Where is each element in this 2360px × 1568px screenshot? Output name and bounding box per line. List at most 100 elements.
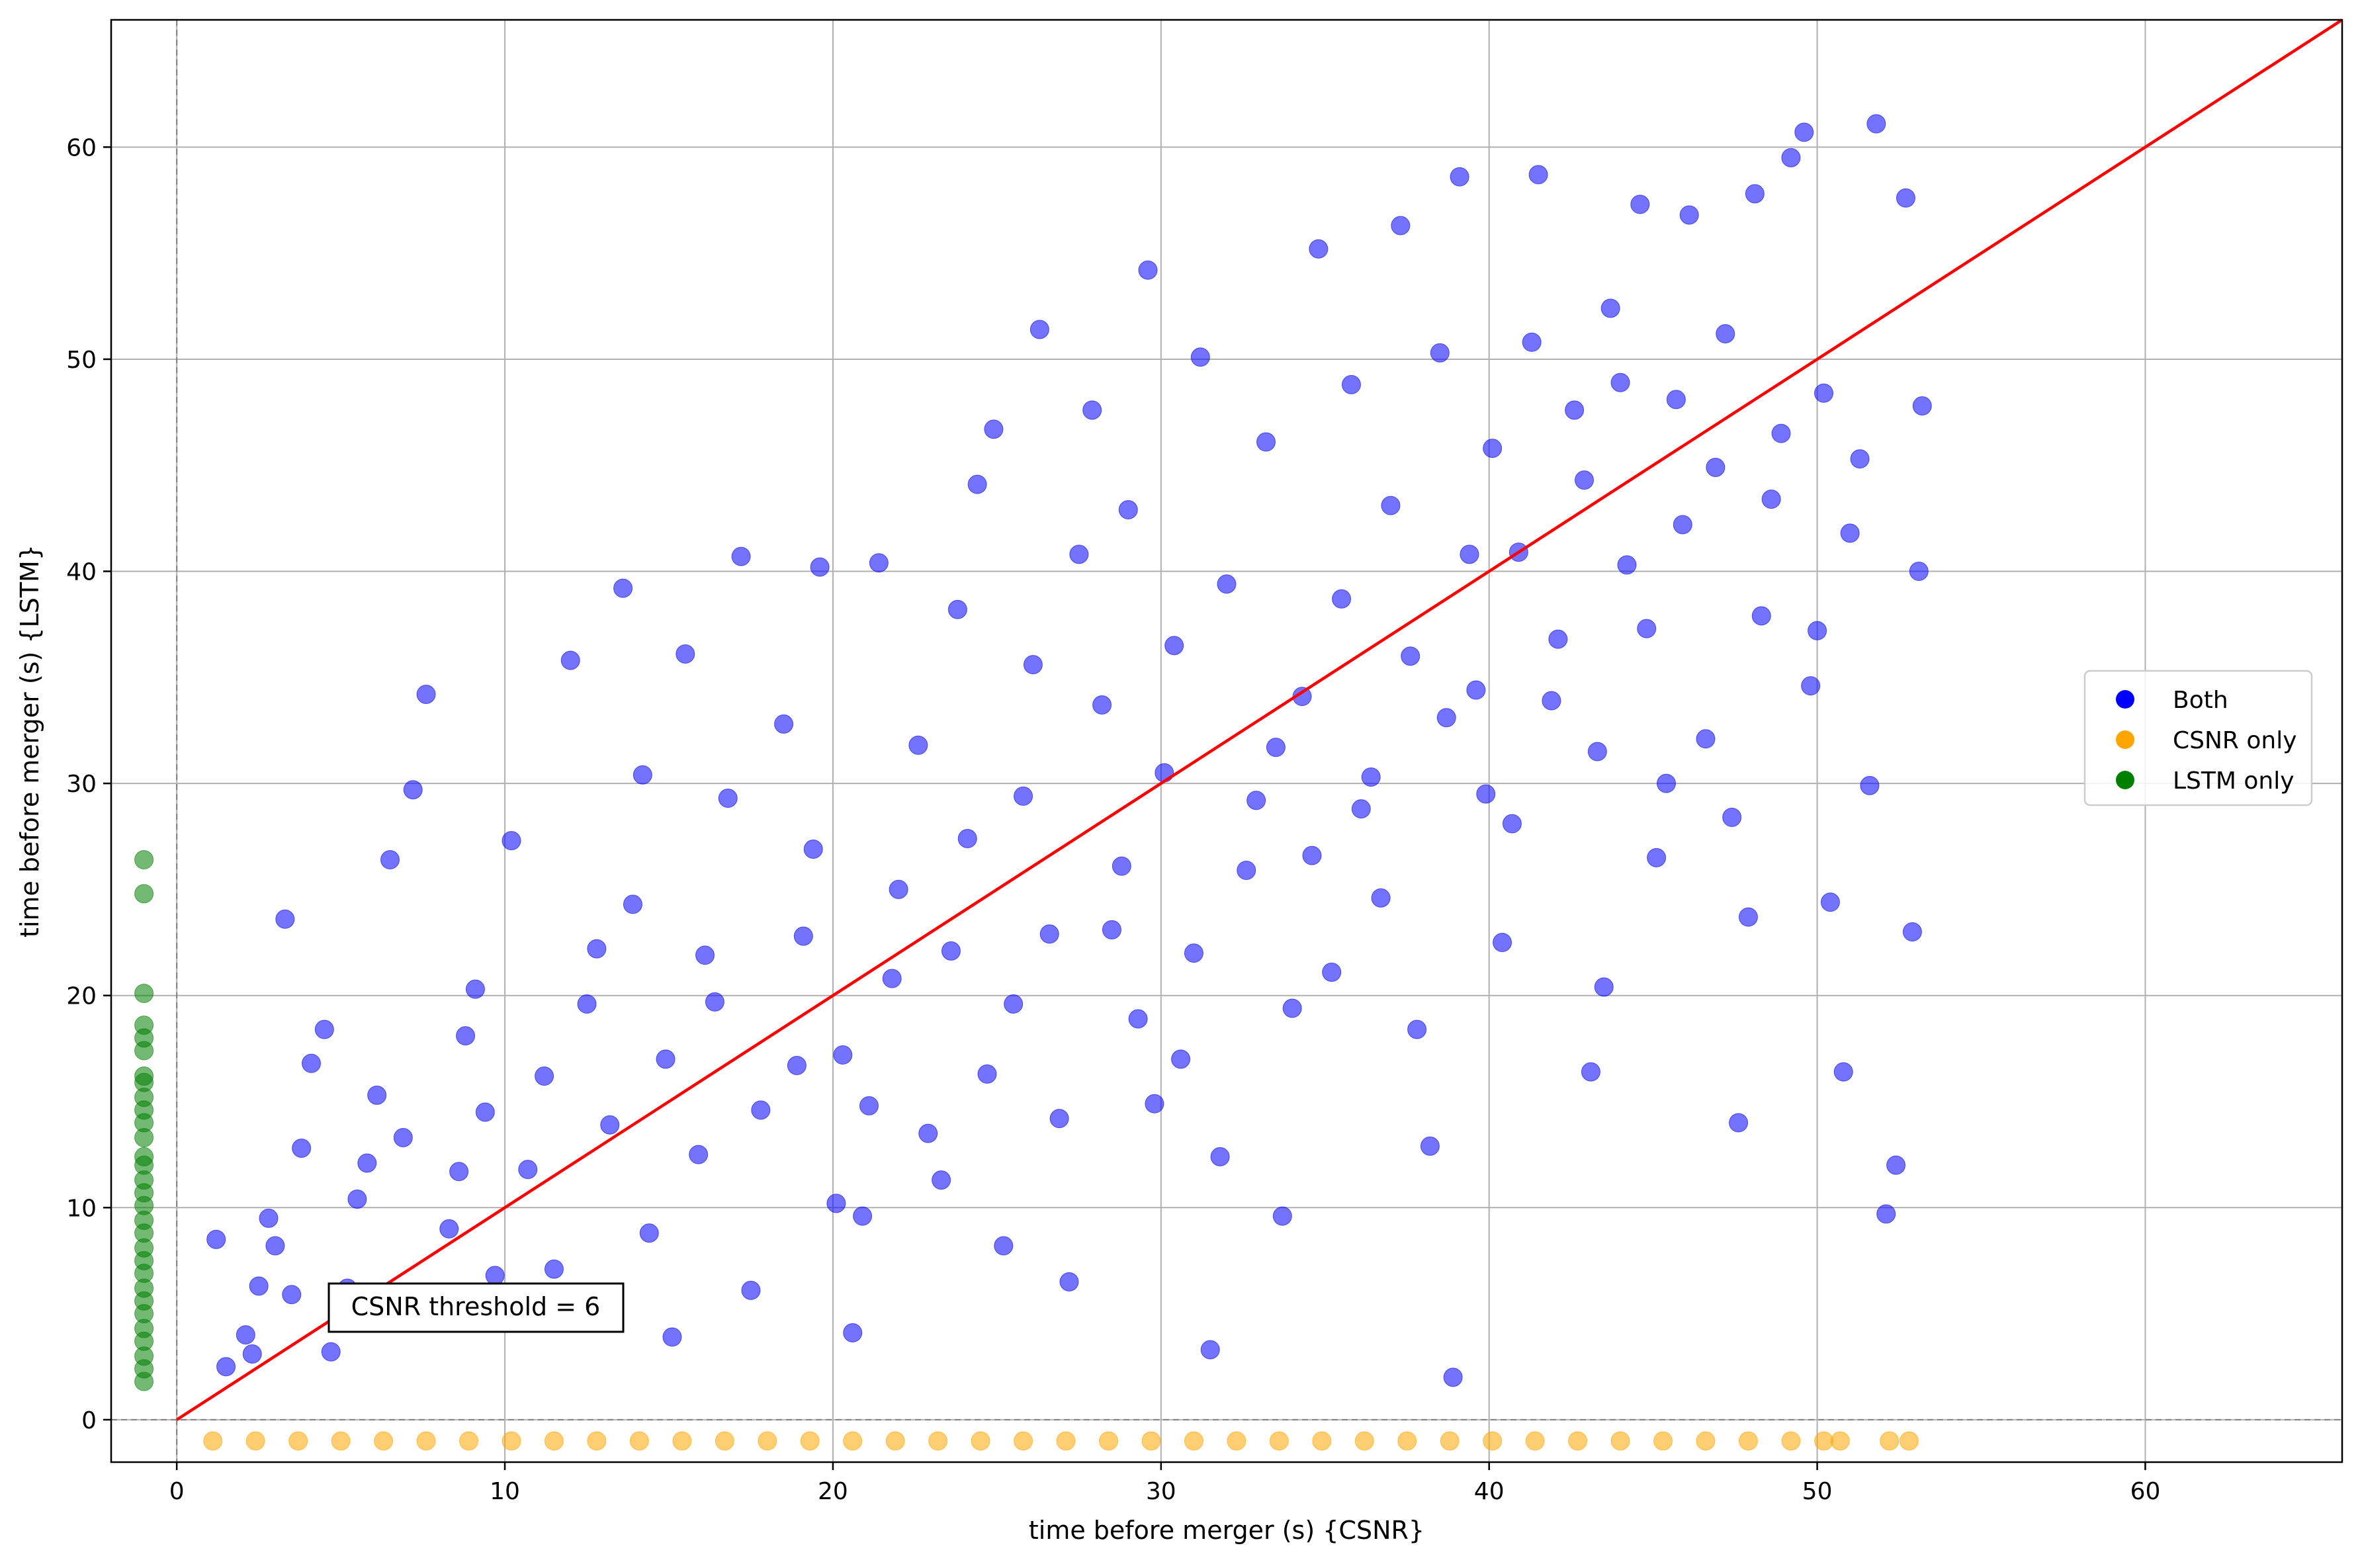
point-both [1761,490,1781,509]
point-both [1272,1206,1292,1226]
point-csnr-only [459,1431,479,1451]
point-both [1522,332,1542,352]
point-csnr-only [416,1431,436,1451]
point-both [932,1170,951,1190]
point-both [633,765,652,785]
point-both [908,735,928,755]
point-both [1164,636,1184,656]
point-both [1647,848,1667,867]
point-both [705,992,724,1012]
point-both [1502,814,1522,834]
point-both [1138,260,1158,280]
point-both [1351,799,1371,819]
point-csnr-only [672,1431,692,1451]
point-both [882,969,902,988]
point-csnr-only [1653,1431,1673,1451]
point-both [465,979,485,999]
point-both [475,1102,495,1122]
point-both [1808,621,1827,640]
point-both [1302,846,1322,865]
point-both [1256,432,1276,452]
point-both [600,1115,620,1135]
point-both [787,1056,807,1075]
point-both [1092,695,1112,715]
point-csnr-only [928,1431,948,1451]
point-both [1069,544,1089,564]
point-both [1751,606,1771,626]
point-both [1190,347,1210,367]
point-csnr-only [1568,1431,1588,1451]
point-both [1039,924,1059,944]
point-both [403,780,423,800]
point-both [977,1064,997,1084]
x-tick-label: 60 [2130,1478,2161,1505]
zero-dashed-lines [111,20,2342,1462]
point-csnr-only [800,1431,820,1451]
point-csnr-only [1880,1431,1900,1451]
y-tick-label: 10 [66,1195,97,1222]
annotation-frame [328,1282,625,1333]
point-both [1184,943,1203,963]
point-csnr-only [1269,1431,1289,1451]
point-csnr-only [544,1431,564,1451]
point-both [1833,1062,1853,1082]
point-both [1594,977,1614,997]
point-csnr-only [1184,1431,1203,1451]
point-both [1706,457,1726,477]
point-both [1575,470,1595,490]
x-axis-label: time before merger (s) {CSNR} [1029,1516,1424,1545]
point-lstm-only [134,1067,154,1086]
point-both [639,1223,659,1243]
point-both [1729,1113,1749,1133]
point-both [416,684,436,704]
point-both [535,1067,554,1086]
point-both [1246,791,1266,810]
point-both [242,1344,262,1364]
y-axis-label: time before merger (s) {LSTM} [15,544,44,937]
point-both [1850,449,1870,469]
point-csnr-only [1696,1431,1716,1451]
point-both [301,1053,321,1073]
legend-label-lstm-only: LSTM only [2173,767,2294,795]
point-both [695,945,715,965]
point-both [1443,1368,1463,1387]
point-both [1407,1020,1427,1039]
plot-frame [110,19,2343,1463]
point-both [1466,680,1486,700]
data-points [134,114,1932,1451]
point-both [1450,167,1469,187]
point-both [1637,619,1657,638]
point-both [1102,920,1121,939]
point-both [1542,691,1561,711]
point-csnr-only [1814,1431,1834,1451]
x-tick-label: 0 [169,1478,185,1505]
point-both [656,1049,676,1069]
point-csnr-only [1525,1431,1545,1451]
point-both [1617,555,1637,575]
point-both [587,939,607,959]
point-both [1781,148,1801,167]
point-both [1630,195,1650,214]
point-both [1814,383,1834,403]
point-csnr-only [1440,1431,1460,1451]
point-both [1322,962,1342,982]
point-both [347,1189,367,1209]
point-both [1801,676,1821,696]
point-csnr-only [1312,1431,1332,1451]
point-both [774,714,794,734]
point-both [577,994,597,1014]
point-csnr-only [971,1431,990,1451]
point-csnr-only [843,1431,863,1451]
point-both [1876,1204,1896,1224]
point-both [1023,655,1043,675]
y-tick-label: 40 [66,559,97,586]
point-both [1565,400,1585,420]
point-csnr-only [502,1431,521,1451]
point-both [265,1236,285,1256]
point-both [1483,439,1503,458]
point-both [1217,574,1237,594]
point-both [751,1100,771,1120]
point-lstm-only [134,1016,154,1035]
legend-frame [2083,670,2313,806]
point-both [1381,496,1401,515]
